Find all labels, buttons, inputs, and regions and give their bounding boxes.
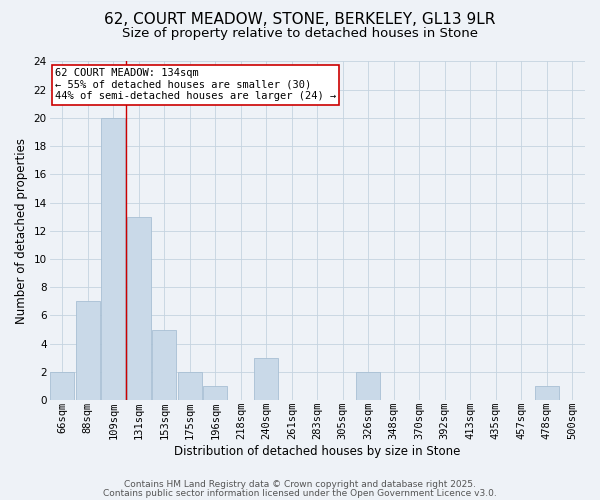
Text: Size of property relative to detached houses in Stone: Size of property relative to detached ho… (122, 28, 478, 40)
Bar (50, 372, 74, 400)
Text: 62, COURT MEADOW, STONE, BERKELEY, GL13 9LR: 62, COURT MEADOW, STONE, BERKELEY, GL13 … (104, 12, 496, 28)
Text: Contains HM Land Registry data © Crown copyright and database right 2025.: Contains HM Land Registry data © Crown c… (124, 480, 476, 489)
Bar (535, 386, 559, 400)
Bar (254, 358, 278, 400)
Y-axis label: Number of detached properties: Number of detached properties (15, 138, 28, 324)
Bar (356, 372, 380, 400)
Bar (76, 302, 100, 400)
Bar (101, 118, 125, 400)
Bar (203, 386, 227, 400)
Bar (178, 372, 202, 400)
Text: Contains public sector information licensed under the Open Government Licence v3: Contains public sector information licen… (103, 488, 497, 498)
Bar (152, 330, 176, 400)
X-axis label: Distribution of detached houses by size in Stone: Distribution of detached houses by size … (174, 444, 460, 458)
Bar (127, 216, 151, 400)
Text: 62 COURT MEADOW: 134sqm
← 55% of detached houses are smaller (30)
44% of semi-de: 62 COURT MEADOW: 134sqm ← 55% of detache… (55, 68, 336, 102)
